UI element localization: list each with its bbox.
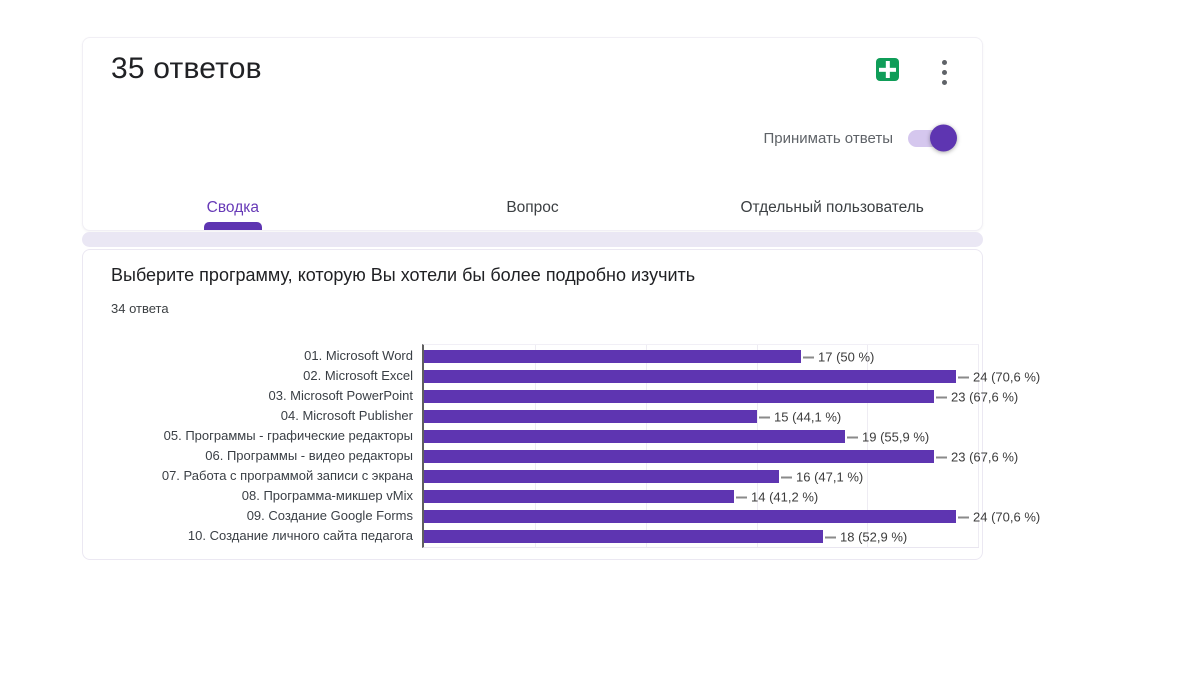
value-connector-line xyxy=(847,436,858,438)
category-label: 07. Работа с программой записи с экрана xyxy=(161,468,413,483)
divider-strip xyxy=(82,232,983,247)
value-label: 18 (52,9 %) xyxy=(840,529,908,545)
category-label: 08. Программа-микшер vMix xyxy=(241,488,413,503)
value-label: 24 (70,6 %) xyxy=(973,369,1041,385)
value-label: 23 (67,6 %) xyxy=(951,389,1019,405)
bar-chart: 01. Microsoft Word 02. Microsoft Excel 03.… xyxy=(83,344,1040,548)
bar xyxy=(424,490,734,503)
tab-question-label: Вопрос xyxy=(506,199,559,216)
value-label: 17 (50 %) xyxy=(818,349,875,365)
chart-row: 23 (67,6 %) xyxy=(424,387,1018,407)
value-connector-line xyxy=(958,516,969,518)
bar xyxy=(424,430,845,443)
category-label: 10. Создание личного сайта педагога xyxy=(187,528,413,543)
more-vertical-icon-dot xyxy=(941,69,947,75)
value-label-group: 18 (52,9 %) xyxy=(825,530,907,545)
chart-row: 14 (41,2 %) xyxy=(424,487,979,507)
tab-individual-label: Отдельный пользователь xyxy=(740,199,924,216)
gridline xyxy=(978,345,979,547)
bar xyxy=(424,510,956,523)
chart-row: 24 (70,6 %) xyxy=(424,367,1040,387)
tab-question[interactable]: Вопрос xyxy=(383,186,683,230)
value-connector-line xyxy=(759,416,770,418)
accept-responses-label: Принимать ответы xyxy=(763,129,893,147)
value-label-group: 15 (44,1 %) xyxy=(759,410,841,425)
value-label-group: 16 (47,1 %) xyxy=(781,470,863,485)
value-label: 15 (44,1 %) xyxy=(774,409,842,425)
bar xyxy=(424,470,779,483)
value-connector-line xyxy=(803,356,814,358)
chart-row: 15 (44,1 %) xyxy=(424,407,979,427)
value-label-group: 19 (55,9 %) xyxy=(847,430,929,445)
value-label-group: 24 (70,6 %) xyxy=(958,510,1040,525)
accept-responses-toggle[interactable] xyxy=(908,124,957,152)
gridline xyxy=(757,345,758,547)
more-options-button[interactable] xyxy=(933,56,955,88)
value-connector-line xyxy=(936,396,947,398)
value-connector-line xyxy=(936,456,947,458)
bars-layer: 17 (50 %) 24 (70,6 %) 23 (67,6 %) 15 (44,1 … xyxy=(424,345,1040,547)
value-label-group: 17 (50 %) xyxy=(803,350,874,365)
chart-row: 24 (70,6 %) xyxy=(424,507,1040,527)
toggle-knob xyxy=(930,124,957,152)
responses-count-title: 35 ответов xyxy=(111,52,262,85)
category-label: 01. Microsoft Word xyxy=(304,348,413,363)
tab-bar: Сводка Вопрос Отдельный пользователь xyxy=(83,186,982,230)
create-spreadsheet-icon[interactable] xyxy=(876,58,899,81)
value-label-group: 14 (41,2 %) xyxy=(736,490,818,505)
category-label: 04. Microsoft Publisher xyxy=(280,408,413,423)
value-label-group: 24 (70,6 %) xyxy=(958,370,1040,385)
value-connector-line xyxy=(781,476,792,478)
value-connector-line xyxy=(958,376,969,378)
bar xyxy=(424,530,823,543)
question-title: Выберите программу, которую Вы хотели бы… xyxy=(111,265,696,285)
question-responses-count: 34 ответа xyxy=(111,301,169,316)
chart-row: 16 (47,1 %) xyxy=(424,467,979,487)
category-label: 05. Программы - графические редакторы xyxy=(163,428,413,443)
question-card: Выберите программу, которую Вы хотели бы… xyxy=(82,249,1040,560)
gridline xyxy=(646,345,647,547)
active-tab-indicator xyxy=(204,222,262,230)
bar xyxy=(424,450,934,463)
tab-individual[interactable]: Отдельный пользователь xyxy=(682,186,982,230)
value-label: 24 (70,6 %) xyxy=(973,509,1041,525)
chart-row: 17 (50 %) xyxy=(424,347,979,367)
bar xyxy=(424,390,934,403)
more-vertical-icon-dot xyxy=(941,59,947,65)
gridline xyxy=(535,345,536,547)
bar xyxy=(424,350,801,363)
bar xyxy=(424,410,757,423)
bar xyxy=(424,370,956,383)
header-card: 35 ответов Принимать ответы Сводка Вопро… xyxy=(82,37,983,231)
tab-summary-label: Сводка xyxy=(206,199,259,216)
category-axis: 01. Microsoft Word 02. Microsoft Excel 03.… xyxy=(83,344,422,548)
category-label: 02. Microsoft Excel xyxy=(303,368,413,383)
chart-row: 23 (67,6 %) xyxy=(424,447,1018,467)
chart-row: 18 (52,9 %) xyxy=(424,527,979,547)
value-label: 14 (41,2 %) xyxy=(751,489,819,505)
gridline xyxy=(867,345,868,547)
tab-summary[interactable]: Сводка xyxy=(83,186,383,230)
value-connector-line xyxy=(736,496,747,498)
value-label: 16 (47,1 %) xyxy=(796,469,864,485)
category-label: 03. Microsoft PowerPoint xyxy=(268,388,413,403)
value-label: 19 (55,9 %) xyxy=(862,429,930,445)
category-label: 06. Программы - видео редакторы xyxy=(205,448,413,463)
value-label: 23 (67,6 %) xyxy=(951,449,1019,465)
value-label-group: 23 (67,6 %) xyxy=(936,450,1018,465)
value-label-group: 23 (67,6 %) xyxy=(936,390,1018,405)
more-vertical-icon-dot xyxy=(941,79,947,85)
category-label: 09. Создание Google Forms xyxy=(246,508,413,523)
chart-plot-area: 17 (50 %) 24 (70,6 %) 23 (67,6 %) 15 (44,1 … xyxy=(422,344,1040,548)
value-connector-line xyxy=(825,536,836,538)
chart-row: 19 (55,9 %) xyxy=(424,427,979,447)
accept-responses-row: Принимать ответы xyxy=(763,124,957,152)
